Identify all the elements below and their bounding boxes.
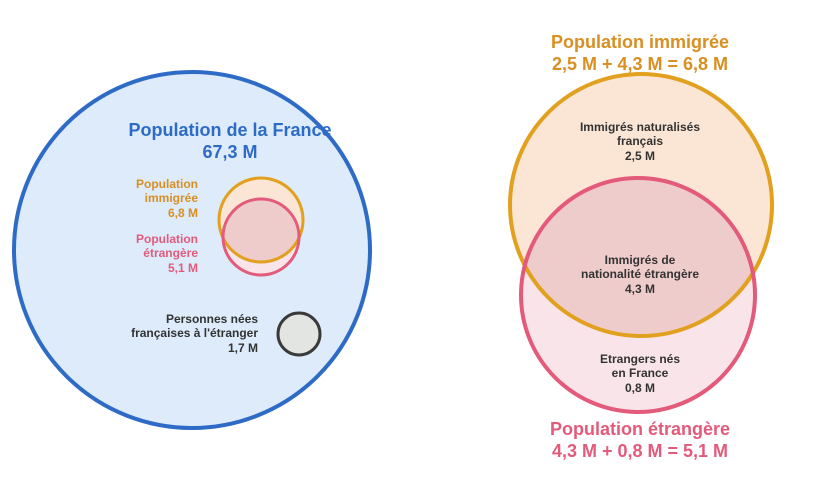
nes-france-line2: en France: [611, 366, 669, 381]
nes-france-label: Etrangers nés en France 0,8 M: [550, 352, 730, 395]
immigree-small-line2: immigrée: [144, 191, 198, 206]
nees-etranger-circle: [276, 311, 322, 357]
etrangere-small-line2: étrangère: [143, 246, 198, 261]
nees-value: 1,7 M: [227, 340, 258, 355]
nees-etranger-label: Personnes nées françaises à l'étranger 1…: [100, 312, 258, 355]
etrangere-small-line1: Population: [136, 232, 198, 246]
big-overlap-region: [521, 178, 755, 336]
nes-france-value: 0,8 M: [624, 380, 655, 395]
nationalite-label: Immigrés de nationalité étrangère 4,3 M: [550, 253, 730, 296]
nees-line2: françaises à l'étranger: [131, 326, 258, 341]
immigree-heading-title: Population immigrée: [550, 32, 730, 52]
naturalises-label: Immigrés naturalisés français 2,5 M: [550, 120, 730, 163]
immigree-heading: Population immigrée 2,5 M + 4,3 M = 6,8 …: [500, 32, 780, 75]
naturalises-line1: Immigrés naturalisés: [579, 120, 701, 134]
immigree-big-outline: [508, 72, 774, 338]
nationalite-line1: Immigrés de: [604, 253, 676, 267]
etrangere-small-value: 5,1 M: [167, 260, 198, 275]
nees-line1: Personnes nées: [165, 312, 258, 326]
france-title: Population de la France: [128, 120, 332, 140]
nationalite-value: 4,3 M: [624, 281, 655, 296]
naturalises-value: 2,5 M: [624, 148, 655, 163]
france-label: Population de la France 67,3 M: [100, 120, 360, 163]
france-value: 67,3 M: [202, 141, 258, 162]
nes-france-line1: Etrangers nés: [599, 352, 681, 366]
immigree-small-line1: Population: [136, 177, 198, 191]
immigree-heading-formula: 2,5 M + 4,3 M = 6,8 M: [551, 53, 729, 74]
etrangere-big-outline: [519, 176, 757, 414]
immigree-small-label: Population immigrée 6,8 M: [100, 177, 198, 220]
etrangere-heading-title: Population étrangère: [549, 419, 731, 439]
etrangere-heading: Population étrangère 4,3 M + 0,8 M = 5,1…: [500, 419, 780, 462]
etrangere-heading-formula: 4,3 M + 0,8 M = 5,1 M: [551, 440, 729, 461]
nationalite-line2: nationalité étrangère: [580, 267, 700, 282]
immigree-small-value: 6,8 M: [167, 205, 198, 220]
etrangere-small-label: Population étrangère 5,1 M: [100, 232, 198, 275]
etrangere-small-outline: [221, 197, 301, 277]
immigree-small-outline: [217, 176, 305, 264]
naturalises-line2: français: [616, 134, 664, 149]
